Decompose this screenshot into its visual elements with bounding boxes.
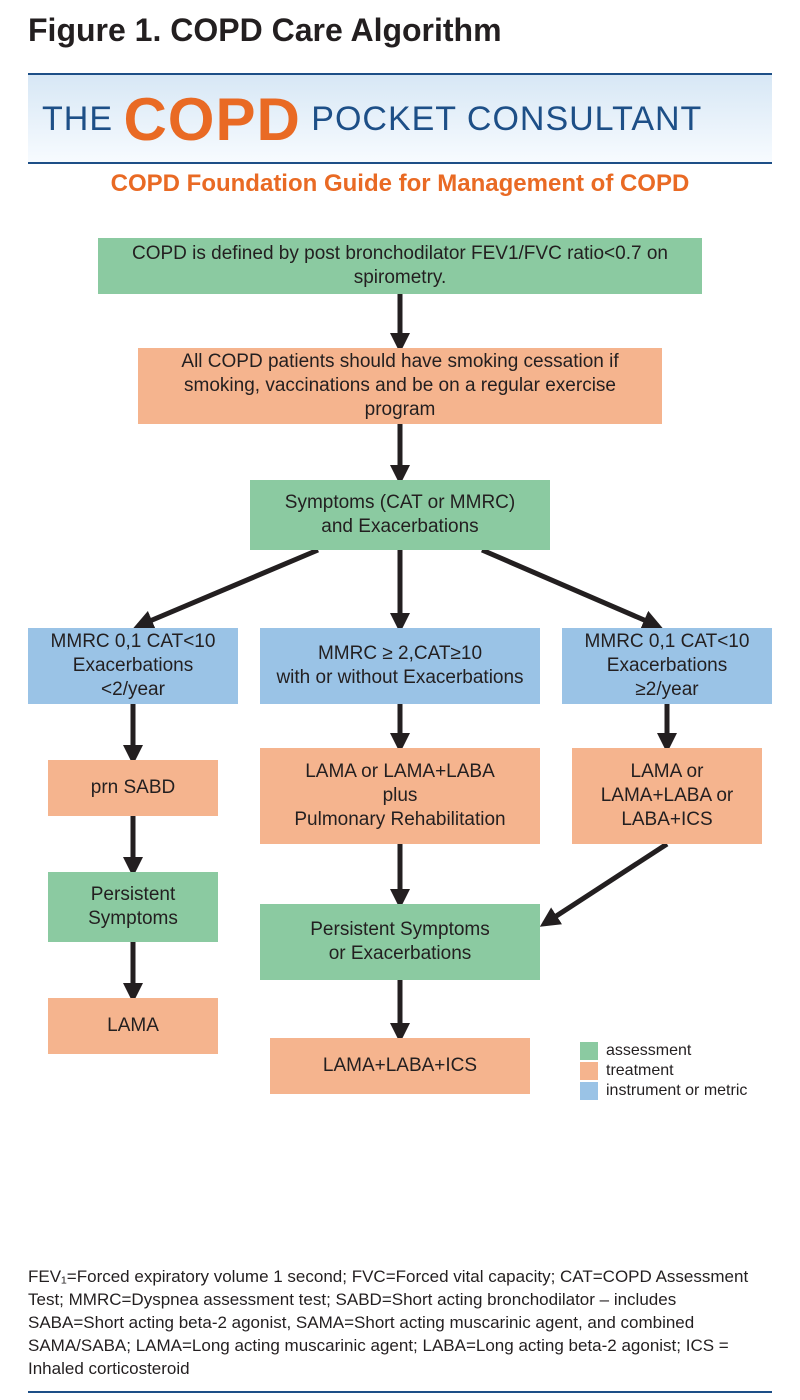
flowchart: COPD is defined by post bronchodilator F… <box>28 198 772 1258</box>
legend-swatch <box>580 1062 598 1080</box>
node-n6: MMRC 0,1 CAT<10 Exacerbations ≥2/year <box>562 628 772 704</box>
node-n5: MMRC ≥ 2,CAT≥10 with or without Exacerba… <box>260 628 540 704</box>
legend: assessment treatment instrument or metric <box>580 1042 747 1102</box>
node-n11: Persistent Symptoms or Exacerbations <box>260 904 540 980</box>
node-n9: LAMA or LAMA+LABA or LABA+ICS <box>572 748 762 844</box>
legend-item: treatment <box>580 1062 747 1080</box>
legend-label: treatment <box>606 1062 674 1080</box>
footnote: FEV₁=Forced expiratory volume 1 second; … <box>28 1266 772 1393</box>
legend-item: assessment <box>580 1042 747 1060</box>
node-n4: MMRC 0,1 CAT<10 Exacerbations <2/year <box>28 628 238 704</box>
node-n3: Symptoms (CAT or MMRC) and Exacerbations <box>250 480 550 550</box>
node-n2: All COPD patients should have smoking ce… <box>138 348 662 424</box>
legend-swatch <box>580 1042 598 1060</box>
legend-label: instrument or metric <box>606 1082 747 1100</box>
node-n10: Persistent Symptoms <box>48 872 218 942</box>
legend-item: instrument or metric <box>580 1082 747 1100</box>
banner-copd: COPD <box>123 86 300 153</box>
node-n13: LAMA+LABA+ICS <box>270 1038 530 1094</box>
legend-label: assessment <box>606 1042 691 1060</box>
figure-title: Figure 1. COPD Care Algorithm <box>0 0 800 55</box>
node-n12: LAMA <box>48 998 218 1054</box>
arrow <box>138 550 318 626</box>
node-n7: prn SABD <box>48 760 218 816</box>
arrow <box>544 844 667 924</box>
banner-the: THE <box>42 100 113 138</box>
node-n8: LAMA or LAMA+LABA plus Pulmonary Rehabil… <box>260 748 540 844</box>
subtitle: COPD Foundation Guide for Management of … <box>28 170 772 198</box>
banner: THE COPD POCKET CONSULTANT <box>28 73 772 164</box>
node-n1: COPD is defined by post bronchodilator F… <box>98 238 702 294</box>
banner-rest: POCKET CONSULTANT <box>311 100 702 138</box>
arrow <box>482 550 658 626</box>
legend-swatch <box>580 1082 598 1100</box>
